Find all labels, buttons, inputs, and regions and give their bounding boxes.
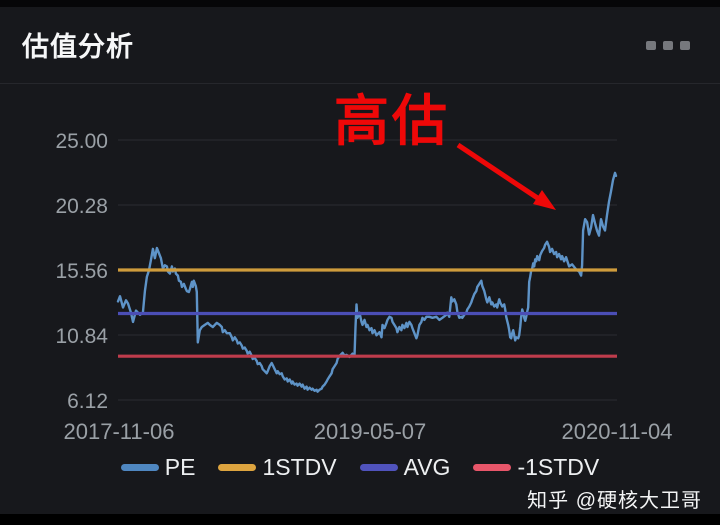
top-bezel (0, 0, 720, 7)
legend-label: PE (164, 453, 196, 480)
pe-series-line (116, 171, 618, 393)
x-axis-tick-label: 2019-05-07 (314, 419, 427, 444)
annotation-arrowhead (533, 190, 556, 210)
x-axis-tick-label: 2017-11-06 (64, 419, 175, 444)
more-menu-button[interactable] (642, 37, 694, 53)
ellipsis-icon (663, 40, 673, 50)
overvalued-annotation: 高估 (334, 90, 451, 152)
y-axis-tick-label: 25.00 (55, 130, 108, 153)
avg-line-swatch (359, 463, 398, 471)
legend-label: 1STDV (262, 453, 337, 480)
header: 估值分析 (0, 7, 720, 83)
annotation-arrow-shaft (456, 142, 541, 202)
legend-label: AVG (403, 453, 451, 480)
page-title: 估值分析 (22, 32, 134, 62)
header-divider (0, 83, 720, 84)
bottom-bezel (0, 514, 720, 525)
ellipsis-icon (646, 40, 656, 50)
legend-label: -1STDV (517, 453, 600, 480)
y-axis-tick-label: 10.84 (55, 325, 108, 348)
y-axis-tick-label: 20.28 (55, 195, 108, 218)
legend-item-1stdv[interactable]: 1STDV (218, 453, 337, 481)
pe-line-swatch (120, 463, 159, 471)
stdv-line-swatch (218, 463, 257, 471)
y-axis-tick-label: 6.12 (67, 390, 108, 413)
y-axis-tick-label: 15.56 (55, 260, 108, 283)
watermark: 知乎 @硬核大卫哥 (527, 490, 702, 512)
ellipsis-icon (680, 40, 690, 50)
legend-item-pe[interactable]: PE (120, 453, 196, 481)
neg-stdv-line-swatch (473, 463, 512, 471)
x-axis-tick-label: 2020-11-04 (562, 419, 673, 444)
legend-item-neg1stdv[interactable]: -1STDV (473, 454, 599, 481)
chart-legend: PE 1STDV AVG -1STDV (0, 452, 720, 482)
legend-item-avg[interactable]: AVG (359, 453, 451, 481)
